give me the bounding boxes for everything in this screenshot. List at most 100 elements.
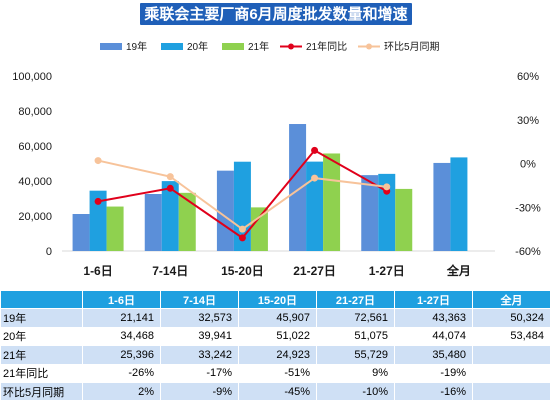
line-point bbox=[94, 157, 102, 165]
legend-label: 19年 bbox=[126, 40, 147, 53]
table-cell: 24,923 bbox=[238, 345, 317, 365]
table-cell: -26% bbox=[82, 363, 161, 383]
left-tick-label: 0 bbox=[46, 246, 52, 258]
table-cell: 50,324 bbox=[472, 308, 550, 328]
table-cell: -10% bbox=[316, 381, 395, 402]
bar bbox=[72, 214, 90, 251]
right-tick-label: -60% bbox=[515, 246, 541, 258]
right-tick-label: 60% bbox=[517, 71, 539, 83]
row-label: 21年同比 bbox=[0, 363, 83, 383]
bar bbox=[289, 124, 307, 251]
table-cell: -51% bbox=[238, 363, 317, 383]
legend: 19年 20年 21年 21年同比 环比5月同期 bbox=[100, 40, 440, 53]
bar bbox=[250, 207, 268, 251]
chart-title-box bbox=[140, 3, 412, 25]
table-cell: 53,484 bbox=[472, 326, 550, 347]
line-point bbox=[238, 234, 246, 242]
category-label: 1-6日 bbox=[83, 264, 112, 278]
line-point bbox=[166, 184, 174, 192]
table-cell: 39,941 bbox=[160, 326, 239, 347]
legend-marker bbox=[288, 43, 294, 50]
bar bbox=[378, 173, 396, 251]
table-cell: 44,074 bbox=[394, 326, 473, 347]
table-row: 21年同比 -26% -17% -51% 9% -19% bbox=[0, 363, 550, 383]
line-point bbox=[166, 173, 174, 181]
table-cell: -9% bbox=[160, 381, 239, 402]
table-row: 21年 25,396 33,242 24,923 55,729 35,480 bbox=[0, 345, 550, 365]
left-axis: 0 20,000 40,000 60,000 80,000 100,000 bbox=[12, 71, 495, 258]
table-cell: 43,363 bbox=[394, 308, 473, 328]
line-point bbox=[311, 146, 319, 154]
right-tick-label: 30% bbox=[517, 115, 539, 127]
category-label: 全月 bbox=[446, 263, 471, 278]
row-label: 21年 bbox=[0, 345, 83, 365]
lines bbox=[94, 146, 391, 242]
legend-swatch bbox=[222, 43, 244, 50]
table-cell: 35,480 bbox=[394, 345, 473, 365]
bar bbox=[306, 161, 324, 251]
bar bbox=[450, 157, 468, 251]
category-label: 1-27日 bbox=[369, 264, 405, 278]
category-labels: 1-6日 7-14日 15-20日 21-27日 1-27日 全月 bbox=[83, 263, 471, 278]
bar bbox=[323, 153, 341, 251]
bars bbox=[72, 124, 468, 251]
line-point bbox=[311, 174, 319, 182]
data-table: 1-6日 7-14日 15-20日 21-27日 1-27日 全月 19年 21… bbox=[0, 289, 550, 402]
table-cell bbox=[472, 363, 550, 383]
table-cell: 55,729 bbox=[316, 345, 395, 365]
left-tick-label: 100,000 bbox=[12, 71, 52, 83]
bar bbox=[106, 206, 124, 251]
table-cell bbox=[472, 345, 550, 365]
bar bbox=[233, 161, 251, 251]
category-label: 15-20日 bbox=[221, 264, 264, 278]
table-cell: 51,022 bbox=[238, 326, 317, 347]
left-tick-label: 20,000 bbox=[18, 211, 52, 223]
category-label: 21-27日 bbox=[293, 264, 336, 278]
legend-label: 环比5月同期 bbox=[384, 41, 440, 53]
table-cell: -16% bbox=[394, 381, 473, 402]
table-row: 19年 21,141 32,573 45,907 72,561 43,363 5… bbox=[0, 308, 550, 328]
table-cell: 25,396 bbox=[82, 345, 161, 365]
line-point bbox=[94, 197, 102, 205]
bar bbox=[395, 188, 413, 251]
legend-swatch bbox=[100, 43, 122, 50]
bar bbox=[361, 175, 379, 251]
legend-marker bbox=[366, 43, 372, 50]
table-cell: 72,561 bbox=[316, 308, 395, 328]
row-label: 19年 bbox=[0, 308, 83, 328]
legend-label: 20年 bbox=[187, 40, 208, 53]
table-cell: 32,573 bbox=[160, 308, 239, 328]
header-cell bbox=[0, 289, 83, 310]
table-row: 20年 34,468 39,941 51,022 51,075 44,074 5… bbox=[0, 326, 550, 347]
left-tick-label: 80,000 bbox=[18, 106, 52, 118]
left-tick-label: 40,000 bbox=[18, 176, 52, 188]
bar bbox=[433, 162, 451, 251]
legend-label: 21年同比 bbox=[306, 40, 347, 53]
table-cell bbox=[472, 381, 550, 402]
chart-title: 乘联会主要厂商6月周度批发数量和增速 bbox=[143, 5, 407, 23]
legend-label: 21年 bbox=[248, 40, 269, 53]
right-tick-label: -30% bbox=[515, 202, 541, 214]
table-cell: -45% bbox=[238, 381, 317, 402]
category-label: 7-14日 bbox=[152, 264, 188, 278]
chart: 乘联会主要厂商6月周度批发数量和增速 19年 20年 21年 21年同比 环比5月同期 … bbox=[12, 3, 541, 278]
bar bbox=[178, 192, 196, 251]
table-cell: 21,141 bbox=[82, 308, 161, 328]
header-cell: 1-6日 bbox=[82, 289, 161, 310]
row-label: 20年 bbox=[0, 326, 83, 347]
line-point bbox=[238, 225, 246, 233]
bar bbox=[216, 170, 234, 251]
header-cell: 21-27日 bbox=[316, 289, 395, 310]
table-cell: -17% bbox=[160, 363, 239, 383]
table-row: 环比5月同期 2% -9% -45% -10% -16% bbox=[0, 381, 550, 402]
header-cell: 15-20日 bbox=[238, 289, 317, 310]
bar bbox=[89, 190, 107, 251]
bar bbox=[161, 181, 179, 251]
table-cell: 34,468 bbox=[82, 326, 161, 347]
row-label: 环比5月同期 bbox=[0, 381, 83, 402]
header-cell: 7-14日 bbox=[160, 289, 239, 310]
table-cell: 45,907 bbox=[238, 308, 317, 328]
table-cell: 33,242 bbox=[160, 345, 239, 365]
table-cell: 9% bbox=[316, 363, 395, 383]
table-cell: -19% bbox=[394, 363, 473, 383]
